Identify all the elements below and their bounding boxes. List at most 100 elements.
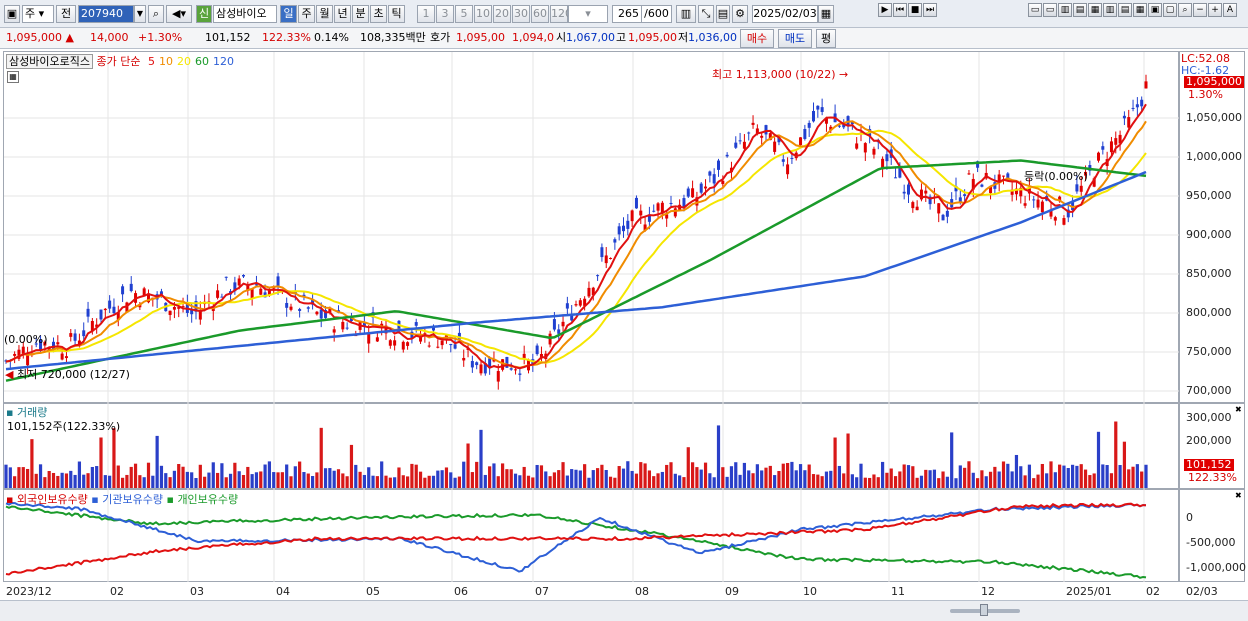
quote-price: 1,095,000 ▲ xyxy=(6,31,74,44)
zoom-out-icon[interactable]: − xyxy=(1193,3,1207,17)
period-button[interactable]: 월 xyxy=(316,5,333,23)
volume-bar xyxy=(945,476,949,488)
layout7-icon[interactable]: ▤ xyxy=(1118,3,1132,17)
prev-button[interactable]: 전 xyxy=(56,5,76,23)
volume-bar xyxy=(785,462,790,488)
period-button[interactable]: 분 xyxy=(352,5,369,23)
period-button[interactable]: 틱 xyxy=(388,5,405,23)
candle-body xyxy=(64,356,68,359)
holding-close-icon[interactable]: ✖ xyxy=(1235,491,1242,500)
bottom-scrollbar[interactable] xyxy=(0,600,1248,621)
volume-bar xyxy=(362,474,367,488)
candle-body xyxy=(665,214,669,219)
candle-body xyxy=(254,284,258,286)
candle-body xyxy=(768,133,772,141)
scroll-right-icon[interactable]: ▶ xyxy=(878,3,892,17)
layout8-icon[interactable]: ▦ xyxy=(1133,3,1147,17)
scroll-last-icon[interactable]: ⏭ xyxy=(923,3,937,17)
interval-button[interactable]: 3 xyxy=(436,5,454,23)
interval-button[interactable]: 20 xyxy=(493,5,511,23)
grid-toggle-icon[interactable]: ▦ xyxy=(7,71,19,83)
layout10-icon[interactable]: ▢ xyxy=(1163,3,1177,17)
interval-button[interactable]: 1 xyxy=(417,5,435,23)
interval-button[interactable]: 10 xyxy=(474,5,492,23)
volume-bar xyxy=(440,470,444,488)
layout4-icon[interactable]: ▤ xyxy=(1073,3,1087,17)
font-icon[interactable]: A xyxy=(1223,3,1237,17)
layout3-icon[interactable]: ▥ xyxy=(1058,3,1072,17)
volume-bar xyxy=(444,467,449,488)
interval-button[interactable]: 120 xyxy=(550,5,572,23)
foreign-holding-label: ▪ 외국인보유수량 xyxy=(6,493,88,506)
stock-code-input[interactable]: 207940 xyxy=(78,5,134,23)
eval-button[interactable]: 평 xyxy=(816,29,836,48)
candle-type-icon[interactable]: ▥ xyxy=(676,5,696,23)
search-icon[interactable]: ⌕ xyxy=(148,5,164,23)
period-button[interactable]: 년 xyxy=(334,5,351,23)
date-input[interactable]: 2025/02/03 xyxy=(752,5,818,23)
volume-bar xyxy=(993,466,997,488)
scroll-first-icon[interactable]: ⏮ xyxy=(893,3,907,17)
window-icon[interactable]: ▣ xyxy=(4,5,20,23)
stock-name-field[interactable]: 삼성바이오 xyxy=(213,5,277,23)
zoom-slider-thumb[interactable] xyxy=(980,604,988,616)
code-dropdown-icon[interactable]: ▼ xyxy=(134,5,146,23)
candle-body xyxy=(1118,134,1122,144)
candle-body xyxy=(250,288,254,299)
candle-body xyxy=(159,291,163,295)
volume-bar xyxy=(526,475,531,488)
gear-icon[interactable]: ⚙ xyxy=(732,5,748,23)
x-tick-label: 12 xyxy=(981,585,995,598)
candle-body xyxy=(47,346,51,351)
volume-bar xyxy=(142,477,146,488)
candle-body xyxy=(557,329,561,334)
layout2-icon[interactable]: ▭ xyxy=(1043,3,1057,17)
volume-bar xyxy=(457,476,462,488)
zoom-icon[interactable]: ⌕ xyxy=(1178,3,1192,17)
volume-bar xyxy=(1006,463,1010,488)
draw-tool-icon[interactable]: ⤡ xyxy=(698,5,714,23)
period-button[interactable]: 주 xyxy=(298,5,315,23)
volume-bar xyxy=(535,464,539,488)
holding-panel[interactable] xyxy=(3,489,1179,582)
period-button[interactable]: 초 xyxy=(370,5,387,23)
candle-body xyxy=(492,359,496,362)
calendar-icon[interactable]: ▦ xyxy=(818,5,834,23)
layout5-icon[interactable]: ▦ xyxy=(1088,3,1102,17)
interval-dropdown[interactable]: ▾ xyxy=(568,5,608,23)
count-input[interactable]: 265 xyxy=(612,5,642,23)
candle-body xyxy=(976,161,980,168)
new-button[interactable]: 신 xyxy=(196,5,212,23)
volume-bar xyxy=(937,478,941,488)
count-max: /600 xyxy=(642,5,672,23)
speaker-icon[interactable]: ◀▾ xyxy=(166,5,192,23)
volume-close-icon[interactable]: ✖ xyxy=(1235,405,1242,414)
candle-body xyxy=(147,293,150,303)
candle-body xyxy=(609,257,613,259)
price-title[interactable]: 삼성바이오로직스 xyxy=(6,54,93,69)
volume-bar xyxy=(349,444,354,488)
zoom-in-icon[interactable]: + xyxy=(1208,3,1222,17)
interval-button[interactable]: 30 xyxy=(512,5,530,23)
candle-body xyxy=(958,197,962,203)
layout1-icon[interactable]: ▭ xyxy=(1028,3,1042,17)
layout6-icon[interactable]: ▥ xyxy=(1103,3,1117,17)
buy-button[interactable]: 매수 xyxy=(740,29,774,48)
sell-button[interactable]: 매도 xyxy=(778,29,812,48)
save-icon[interactable]: ▤ xyxy=(716,5,730,23)
volume-bar xyxy=(583,464,587,488)
quote-volume: 101,152 xyxy=(205,31,251,44)
volume-bar xyxy=(686,447,690,488)
interval-button[interactable]: 60 xyxy=(531,5,549,23)
candle-body xyxy=(954,186,958,192)
interval-button[interactable]: 5 xyxy=(455,5,473,23)
candle-body xyxy=(436,346,440,348)
volume-bar xyxy=(302,472,306,488)
period-button[interactable]: 일 xyxy=(280,5,297,23)
volume-bar xyxy=(492,463,496,488)
stop-icon[interactable]: ■ xyxy=(908,3,922,17)
price-panel[interactable] xyxy=(3,51,1179,403)
market-select[interactable]: 주 ▾ xyxy=(22,5,54,23)
candle-body xyxy=(708,171,712,176)
layout9-icon[interactable]: ▣ xyxy=(1148,3,1162,17)
